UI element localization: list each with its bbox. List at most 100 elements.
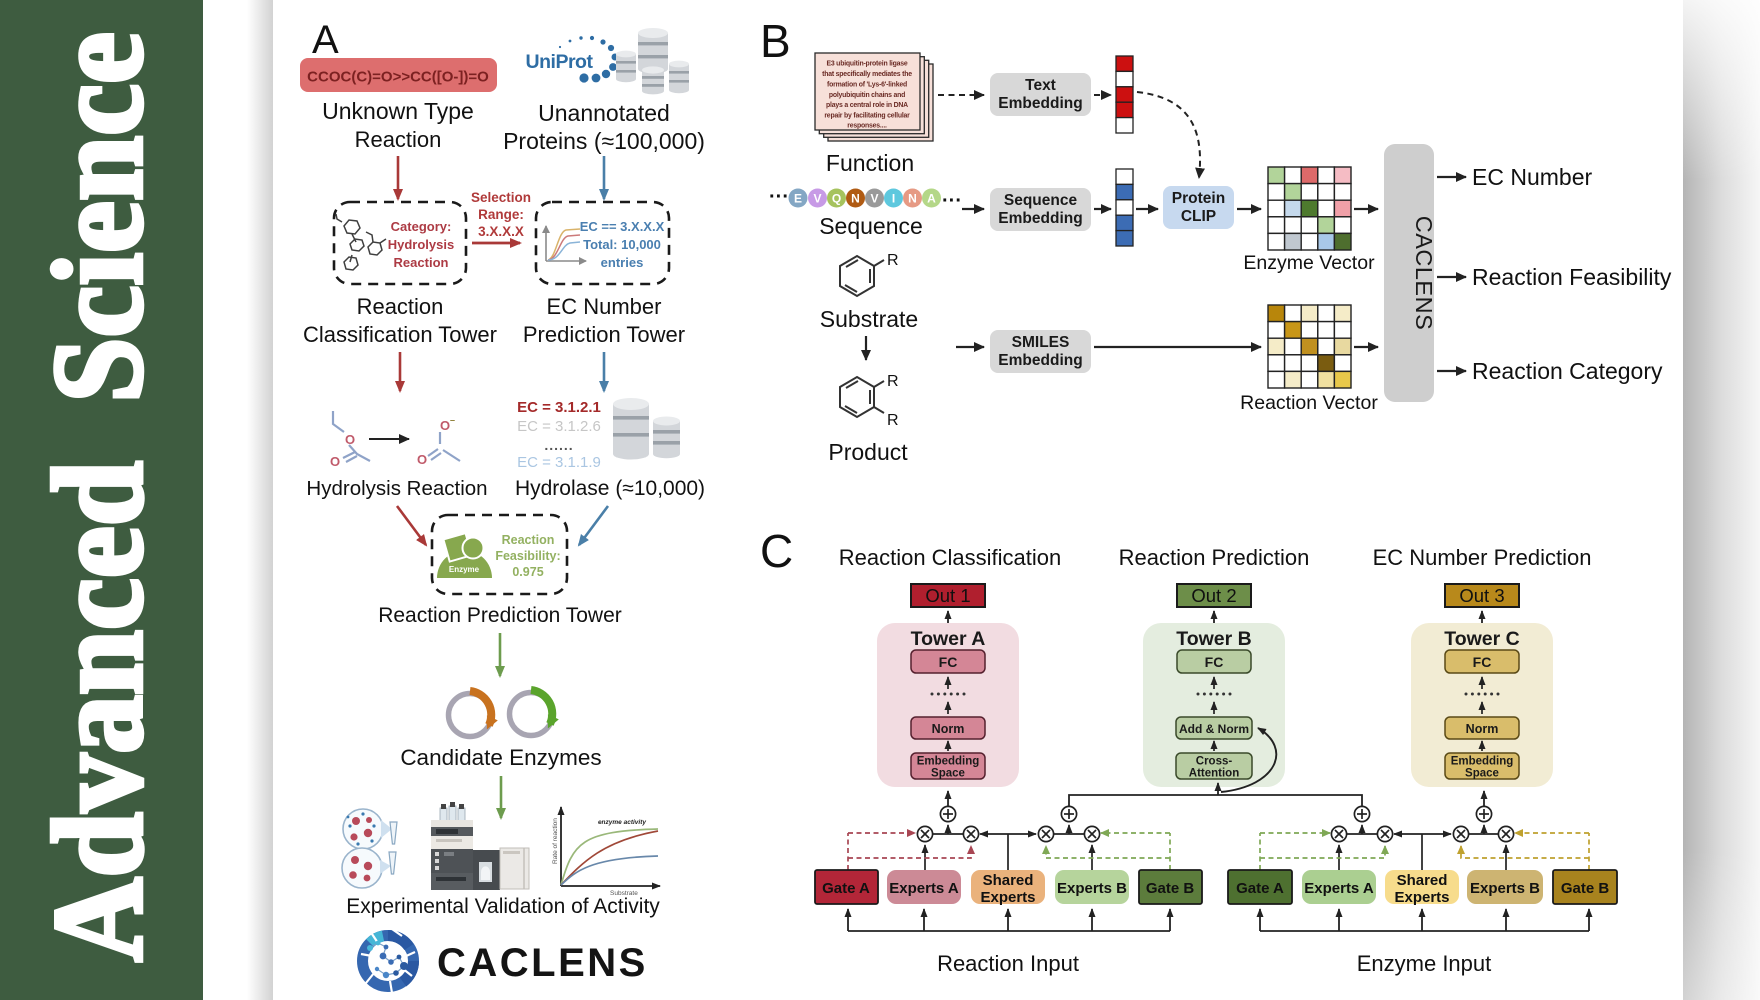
svg-text:Classification Tower: Classification Tower [303, 322, 497, 347]
svg-text:O: O [345, 432, 355, 447]
svg-text:Experimental Validation of Act: Experimental Validation of Activity [346, 895, 660, 918]
svg-text:Tower B: Tower B [1176, 628, 1251, 650]
svg-text:Norm: Norm [932, 722, 965, 736]
svg-text:Tower A: Tower A [911, 628, 986, 650]
svg-text:I: I [892, 192, 895, 206]
svg-text:EC Number: EC Number [547, 294, 662, 319]
svg-text:3.X.X.X: 3.X.X.X [478, 224, 524, 239]
svg-text:UniProt: UniProt [526, 51, 594, 73]
svg-text:Embedding: Embedding [917, 756, 980, 768]
svg-text:Advanced Science: Advanced Science [27, 32, 169, 962]
svg-text:V: V [813, 192, 821, 206]
svg-text:Reaction Feasibility: Reaction Feasibility [1472, 264, 1672, 290]
svg-text:0.975: 0.975 [512, 565, 543, 579]
svg-text:EC = 3.1.2.1: EC = 3.1.2.1 [517, 399, 601, 416]
svg-text:entries: entries [601, 255, 644, 270]
svg-text:Category:: Category: [391, 219, 452, 234]
svg-text:Candidate Enzymes: Candidate Enzymes [400, 745, 601, 770]
svg-text:CCOC(C)=O>>CC([O-])=O: CCOC(C)=O>>CC([O-])=O [307, 69, 489, 86]
svg-text:Experts: Experts [980, 889, 1035, 906]
svg-text:···: ··· [942, 190, 962, 212]
svg-text:Hydrolysis Reaction: Hydrolysis Reaction [306, 477, 487, 500]
svg-text:Hydrolase (≈10,000): Hydrolase (≈10,000) [515, 477, 705, 500]
svg-text:Embedding: Embedding [998, 352, 1082, 369]
svg-text:EC = 3.1.2.6: EC = 3.1.2.6 [517, 418, 601, 435]
svg-text:Reaction: Reaction [394, 255, 449, 270]
svg-text:Norm: Norm [1466, 722, 1499, 736]
svg-text:R: R [887, 373, 899, 390]
svg-text:O: O [330, 454, 340, 469]
svg-text:Enzyme Input: Enzyme Input [1357, 951, 1492, 976]
svg-text:EC Number: EC Number [1472, 164, 1592, 190]
svg-text:repair by facilitating cellula: repair by facilitating cellular [824, 113, 910, 120]
svg-text:EC Number Prediction: EC Number Prediction [1373, 545, 1592, 570]
svg-text:Experts: Experts [1394, 889, 1449, 906]
svg-text:Unknown Type: Unknown Type [322, 98, 474, 124]
svg-text:Experts A: Experts A [1304, 880, 1374, 897]
svg-text:Gate A: Gate A [822, 880, 870, 897]
svg-text:EC = 3.1.1.9: EC = 3.1.1.9 [517, 454, 601, 471]
svg-text:FC: FC [1473, 654, 1492, 670]
svg-text:O: O [440, 418, 450, 433]
svg-text:Reaction Classification: Reaction Classification [839, 545, 1062, 570]
svg-text:CACLENS: CACLENS [437, 941, 648, 985]
svg-text:Unannotated: Unannotated [538, 100, 670, 126]
svg-text:Shared: Shared [983, 872, 1034, 889]
svg-text:Space: Space [1465, 768, 1499, 780]
svg-text:Out 3: Out 3 [1459, 585, 1504, 606]
svg-text:R: R [887, 252, 899, 269]
svg-text:–: – [450, 415, 455, 425]
svg-text:B: B [760, 15, 791, 67]
svg-text:......: ...... [544, 437, 573, 453]
svg-text:Reaction Category: Reaction Category [1472, 358, 1663, 384]
svg-text:Q: Q [832, 192, 841, 206]
svg-text:N: N [908, 192, 917, 206]
svg-text:N: N [851, 192, 860, 206]
svg-text:Space: Space [931, 768, 965, 780]
svg-text:Product: Product [828, 439, 908, 465]
svg-text:Rate of reaction: Rate of reaction [552, 818, 559, 864]
svg-text:Sequence: Sequence [1004, 192, 1078, 209]
svg-text:Hydrolysis: Hydrolysis [388, 237, 454, 252]
svg-text:Shared: Shared [1397, 872, 1448, 889]
svg-text:Selection: Selection [471, 190, 531, 205]
svg-text:Gate B: Gate B [1146, 880, 1195, 897]
svg-text:Experts B: Experts B [1057, 880, 1127, 897]
svg-text:that specifically mediates the: that specifically mediates the [822, 71, 912, 78]
svg-text:FC: FC [939, 654, 958, 670]
svg-text:Text: Text [1025, 77, 1056, 94]
svg-text:Feasibility:: Feasibility: [495, 549, 560, 563]
svg-text:Experts B: Experts B [1470, 880, 1540, 897]
svg-text:Reaction: Reaction [357, 294, 444, 319]
svg-text:Add & Norm: Add & Norm [1179, 722, 1249, 736]
svg-text:Sequence: Sequence [819, 213, 923, 239]
svg-text:Embedding: Embedding [998, 210, 1082, 227]
svg-text:EC == 3.X.X.X: EC == 3.X.X.X [580, 219, 665, 234]
svg-text:C: C [760, 525, 793, 577]
svg-text:A: A [927, 192, 936, 206]
svg-text:V: V [870, 192, 878, 206]
svg-text:E3 ubiquitin-protein ligase: E3 ubiquitin-protein ligase [826, 61, 907, 68]
svg-text:Function: Function [826, 150, 914, 176]
svg-text:formation of 'Lys-6'-linked: formation of 'Lys-6'-linked [827, 81, 907, 88]
svg-text:Embedding: Embedding [998, 95, 1082, 112]
svg-text:R: R [887, 412, 899, 429]
svg-text:Protein: Protein [1172, 190, 1225, 207]
svg-text:E: E [794, 192, 802, 206]
svg-text:Gate B: Gate B [1561, 880, 1610, 897]
svg-text:Tower C: Tower C [1444, 628, 1519, 650]
svg-text:CLIP: CLIP [1181, 208, 1216, 225]
svg-text:Embedding: Embedding [1451, 756, 1514, 768]
svg-text:CACLENS: CACLENS [1411, 216, 1437, 331]
svg-text:Reaction: Reaction [502, 533, 555, 547]
svg-text:O: O [417, 452, 427, 467]
svg-text:Out 2: Out 2 [1191, 585, 1236, 606]
svg-text:FC: FC [1205, 654, 1224, 670]
svg-text:Experts A: Experts A [889, 880, 959, 897]
svg-text:Reaction Prediction Tower: Reaction Prediction Tower [378, 604, 622, 627]
svg-text:Proteins (≈100,000): Proteins (≈100,000) [503, 128, 705, 154]
svg-text:plays a central role in DNA: plays a central role in DNA [826, 102, 908, 109]
svg-text:Attention: Attention [1189, 768, 1239, 780]
svg-text:Prediction Tower: Prediction Tower [523, 322, 685, 347]
svg-text:Substrate: Substrate [610, 890, 638, 897]
